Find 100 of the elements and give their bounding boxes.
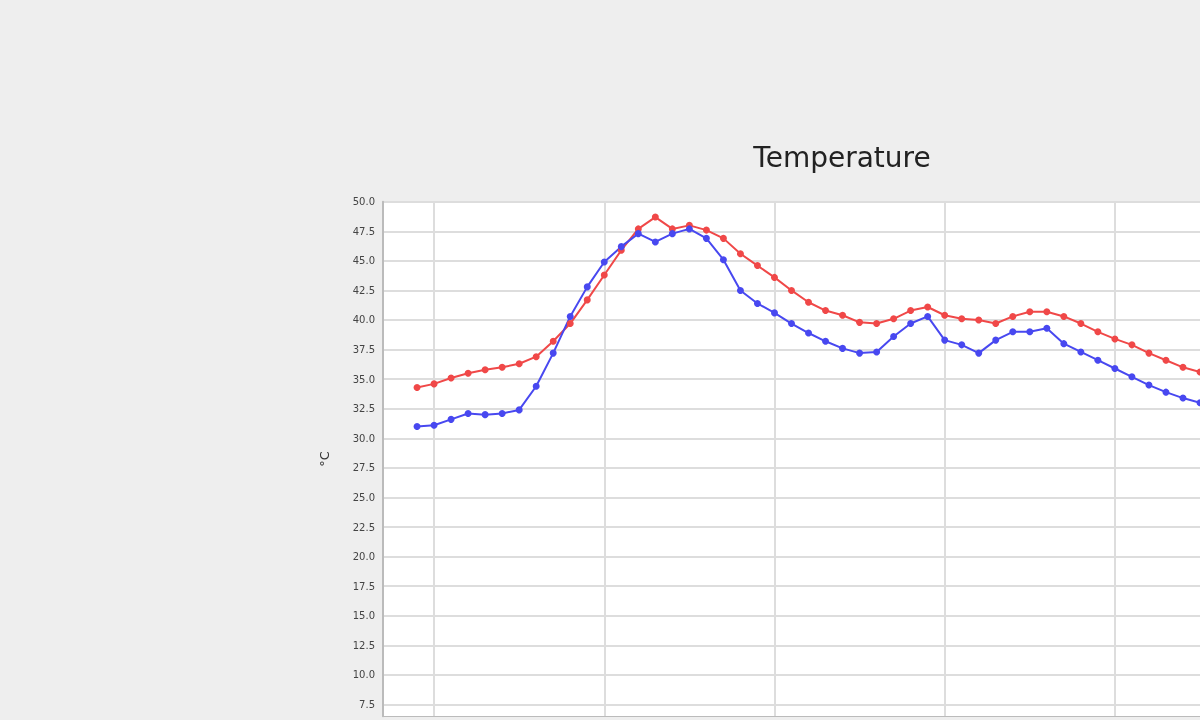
y-tick-label: 32.5 <box>352 403 375 415</box>
point <box>941 311 949 319</box>
point <box>1009 328 1017 336</box>
y-tick-label: 15.0 <box>352 610 375 622</box>
point <box>532 382 540 390</box>
point <box>481 366 489 374</box>
point <box>532 353 540 361</box>
point <box>890 315 898 323</box>
y-tick-label: 47.5 <box>352 225 375 237</box>
y-axis-title: °C <box>317 451 332 467</box>
point <box>958 315 966 323</box>
chart-title: Temperature <box>752 140 931 174</box>
point <box>788 320 795 328</box>
point <box>992 336 1000 344</box>
point <box>941 336 949 344</box>
point <box>447 415 455 423</box>
point <box>992 320 1000 328</box>
point <box>719 256 727 264</box>
point <box>873 348 881 356</box>
point <box>515 406 523 414</box>
y-tick-label: 7.5 <box>359 698 375 710</box>
point <box>1026 308 1034 316</box>
point <box>668 230 676 238</box>
point <box>736 286 744 294</box>
point <box>1077 348 1085 356</box>
point <box>1094 356 1102 364</box>
y-tick-label: 42.5 <box>352 284 375 296</box>
point <box>1094 328 1102 336</box>
point <box>924 312 932 320</box>
point <box>856 318 864 326</box>
point <box>805 298 813 306</box>
point <box>566 312 574 320</box>
point <box>839 311 847 319</box>
point <box>583 283 591 291</box>
point <box>1077 320 1085 328</box>
point <box>413 422 421 430</box>
point <box>736 250 744 258</box>
point <box>770 309 778 317</box>
point <box>907 307 915 315</box>
point <box>549 337 557 345</box>
point <box>856 349 864 357</box>
point <box>1043 324 1051 332</box>
y-tick-label: 22.5 <box>352 521 375 533</box>
y-tick-label: 35.0 <box>352 373 375 385</box>
point <box>975 316 983 324</box>
y-tick-label: 20.0 <box>352 551 375 563</box>
point <box>1162 356 1170 364</box>
point <box>1179 363 1187 371</box>
point <box>430 421 438 429</box>
point <box>1111 365 1119 372</box>
point <box>1060 340 1068 348</box>
point <box>634 230 642 238</box>
point <box>498 363 506 371</box>
point <box>770 273 778 281</box>
point <box>481 411 489 419</box>
y-tick-label: 50.0 <box>352 196 375 208</box>
y-tick-label: 17.5 <box>352 580 375 592</box>
point <box>873 320 881 328</box>
point <box>600 258 608 266</box>
point <box>464 369 472 377</box>
y-tick-label: 10.0 <box>352 669 375 681</box>
point <box>566 320 574 328</box>
point <box>702 234 710 242</box>
point <box>890 333 898 341</box>
point <box>924 303 932 311</box>
y-tick-label: 40.0 <box>352 314 375 326</box>
y-tick-label: 25.0 <box>352 491 375 503</box>
point <box>1162 388 1170 396</box>
point <box>651 238 659 246</box>
point <box>702 226 710 234</box>
point <box>685 225 693 233</box>
point <box>600 271 608 279</box>
point <box>515 360 523 368</box>
point <box>719 234 727 242</box>
point <box>1111 335 1119 343</box>
point <box>1060 312 1068 320</box>
point <box>907 320 915 328</box>
point <box>498 409 506 417</box>
point <box>1128 373 1136 381</box>
y-tick-label: 30.0 <box>352 432 375 444</box>
y-tick-label: 12.5 <box>352 639 375 651</box>
point <box>975 349 983 357</box>
point <box>822 307 830 315</box>
point <box>839 344 847 352</box>
point <box>549 349 557 357</box>
y-tick-label: 37.5 <box>352 344 375 356</box>
point <box>788 286 795 294</box>
point <box>1026 328 1034 336</box>
point <box>753 262 761 270</box>
point <box>958 341 966 349</box>
point <box>753 299 761 307</box>
y-tick-label: 27.5 <box>352 462 375 474</box>
point <box>1128 341 1136 349</box>
point <box>413 383 421 391</box>
point <box>1043 308 1051 316</box>
point <box>464 409 472 417</box>
point <box>583 296 591 304</box>
point <box>822 337 830 345</box>
point <box>805 329 813 337</box>
point <box>1009 312 1017 320</box>
